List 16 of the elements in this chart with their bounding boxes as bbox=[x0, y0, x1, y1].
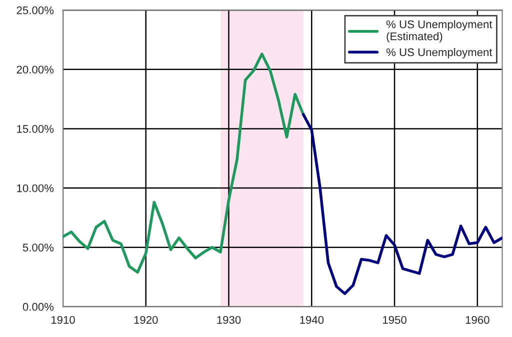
y-tick-label: 25.00% bbox=[16, 6, 54, 14]
x-tick-label: 1910 bbox=[51, 316, 75, 324]
y-tick-label: 0.00% bbox=[22, 302, 54, 311]
line-series bbox=[302, 113, 502, 296]
x-tick-label: 1940 bbox=[300, 316, 324, 324]
y-tick-label: 5.00% bbox=[22, 244, 54, 252]
y-tick-label: 10.00% bbox=[17, 184, 54, 192]
y-tick-label: 20.00% bbox=[16, 66, 54, 74]
y-tick-label: 15.00% bbox=[17, 125, 54, 133]
x-tick-label: 1920 bbox=[134, 316, 158, 324]
line-series bbox=[62, 52, 305, 274]
legend-label: % US Unemployment (Estimated) bbox=[386, 20, 492, 42]
legend-label: % US Unemployment bbox=[386, 48, 492, 58]
x-tick-label: 1960 bbox=[466, 316, 490, 324]
x-tick-label: 1930 bbox=[217, 316, 241, 324]
x-tick-label: 1950 bbox=[383, 316, 406, 324]
